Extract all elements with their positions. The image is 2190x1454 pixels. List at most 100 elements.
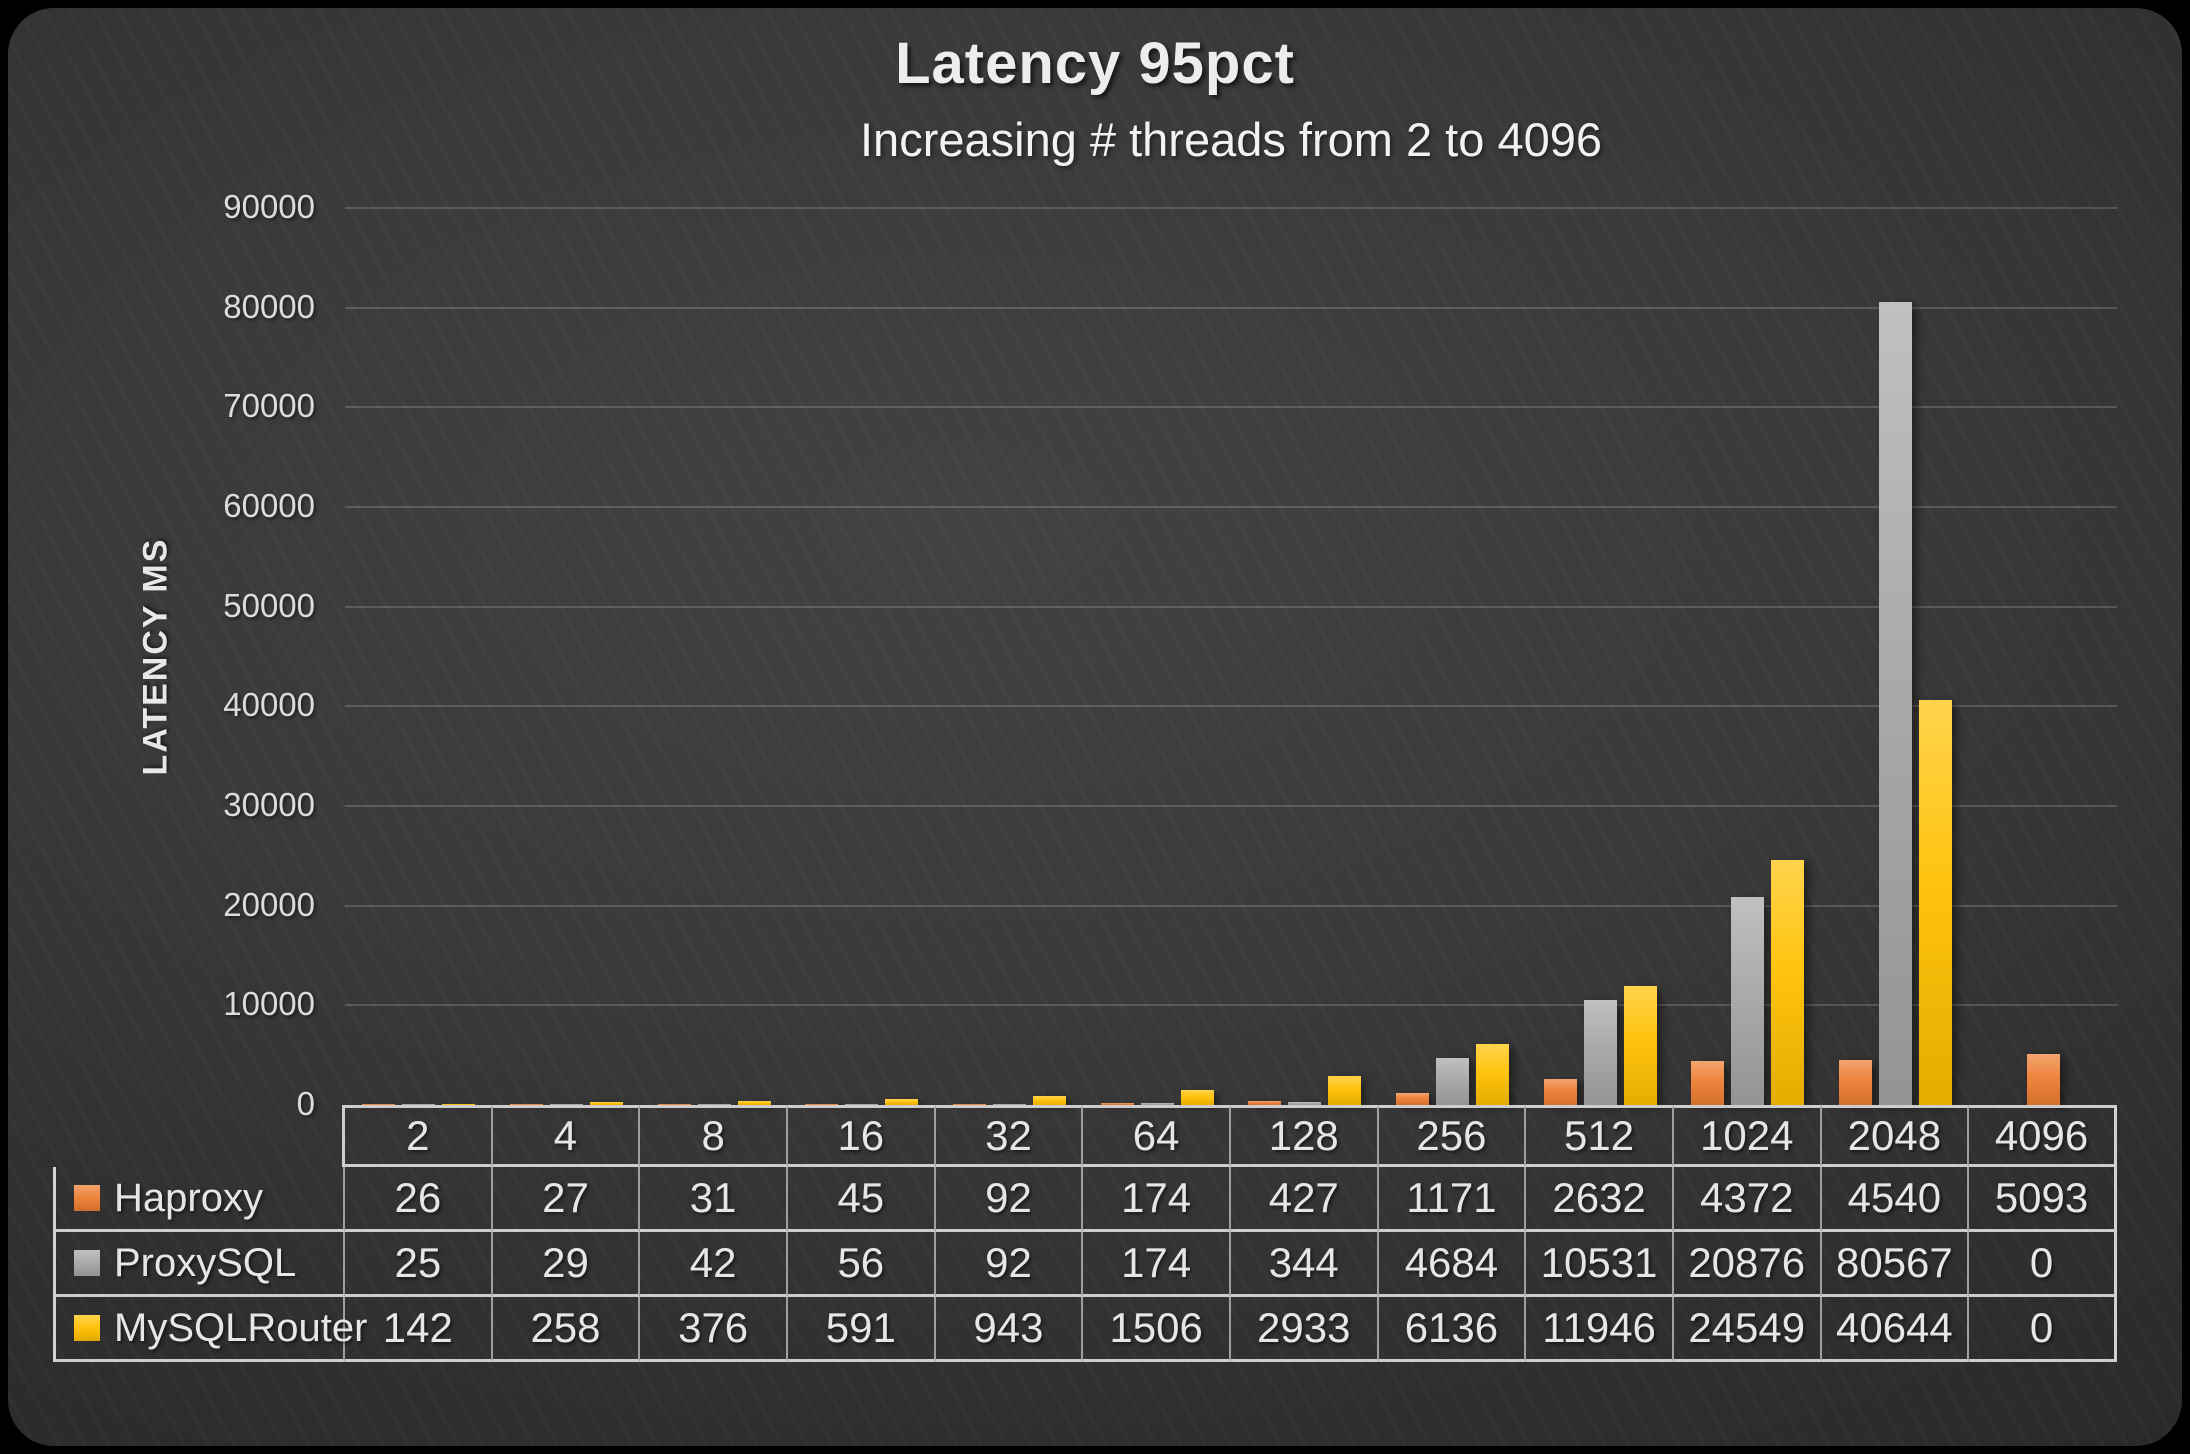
bar-group-4 — [493, 208, 641, 1105]
table-cell: 20876 — [1673, 1232, 1822, 1297]
bar-proxysql-4 — [550, 1103, 583, 1105]
table-cell: 4684 — [1378, 1232, 1527, 1297]
bar-mysqlrouter-32 — [1033, 1095, 1067, 1105]
legend-label: ProxySQL — [114, 1240, 297, 1285]
table-cell: 92 — [935, 1232, 1084, 1297]
bar-proxysql-2 — [402, 1103, 436, 1105]
table-cell: 25 — [345, 1232, 493, 1297]
y-axis-label: 80000 — [223, 287, 315, 325]
bar-mysqlrouter-8 — [737, 1101, 771, 1105]
bar-haproxy-16 — [805, 1103, 839, 1105]
gridline — [345, 904, 2117, 907]
table-header-cell: 128 — [1230, 1105, 1379, 1167]
table-cell: 4540 — [1821, 1167, 1970, 1232]
table-cell: 4372 — [1673, 1167, 1822, 1232]
bar-mysqlrouter-1024 — [1771, 860, 1805, 1105]
table-cell: 29 — [492, 1232, 641, 1297]
gridline — [345, 605, 2117, 608]
y-axis-label: 0 — [296, 1085, 315, 1122]
bar-group-512 — [1526, 208, 1674, 1105]
gridline — [345, 1004, 2117, 1007]
table-header-cell: 1024 — [1673, 1105, 1822, 1167]
y-axis-tick-labels: 0 10000 20000 30000 40000 50000 60000 70000 8000… — [8, 188, 315, 1122]
table-cell: 56 — [787, 1232, 936, 1297]
table-header-cell: 64 — [1083, 1105, 1231, 1167]
table-header-cell: 4 — [492, 1105, 641, 1167]
legend-cell-mysqlrouter: MySQLRouter — [53, 1297, 367, 1362]
table-cell: 174 — [1083, 1167, 1231, 1232]
y-axis-label: 30000 — [223, 786, 315, 823]
table-cell: 45 — [787, 1167, 936, 1232]
bar-haproxy-2 — [362, 1103, 396, 1105]
bar-proxysql-256 — [1436, 1058, 1470, 1105]
table-cell: 427 — [1230, 1167, 1379, 1232]
bar-proxysql-512 — [1583, 1000, 1617, 1105]
bar-mysqlrouter-2048 — [1919, 699, 1953, 1105]
table-cell: 27 — [492, 1167, 641, 1232]
table-cell: 80567 — [1821, 1232, 1970, 1297]
bar-group-1024 — [1674, 208, 1822, 1105]
table-cell: 42 — [640, 1232, 788, 1297]
bar-haproxy-32 — [953, 1103, 987, 1105]
bar-haproxy-512 — [1543, 1078, 1577, 1105]
table-cell: 5093 — [1969, 1167, 2117, 1232]
table-header-cell: 2048 — [1821, 1105, 1970, 1167]
bar-mysqlrouter-16 — [885, 1099, 919, 1105]
bar-mysqlrouter-128 — [1328, 1075, 1362, 1105]
chart-card: Latency 95pct Increasing # threads from … — [8, 8, 2182, 1446]
legend-label: MySQLRouter — [114, 1305, 368, 1350]
gridline — [345, 207, 2117, 209]
bar-haproxy-1024 — [1691, 1061, 1725, 1105]
legend-swatch-proxysql — [74, 1250, 100, 1276]
bar-group-8 — [640, 208, 788, 1105]
y-axis-label: 50000 — [223, 586, 315, 624]
bar-mysqlrouter-512 — [1623, 985, 1657, 1105]
bar-group-16 — [788, 208, 936, 1105]
bar-mysqlrouter-256 — [1476, 1043, 1510, 1105]
legend-swatch-haproxy — [74, 1185, 100, 1211]
bar-proxysql-16 — [845, 1103, 879, 1105]
table-cell: 174 — [1083, 1232, 1231, 1297]
y-axis-label: 40000 — [223, 686, 315, 724]
gridline — [345, 805, 2117, 807]
bar-haproxy-64 — [1100, 1103, 1134, 1105]
table-header-cell: 32 — [935, 1105, 1084, 1167]
bar-proxysql-2048 — [1879, 302, 1913, 1105]
bar-mysqlrouter-4 — [590, 1102, 623, 1105]
gridline — [345, 306, 2117, 309]
bar-proxysql-1024 — [1731, 896, 1765, 1105]
y-axis-label: 60000 — [223, 487, 315, 524]
bar-proxysql-64 — [1140, 1103, 1174, 1105]
table-header-cell: 2 — [345, 1105, 493, 1167]
bar-haproxy-8 — [657, 1103, 691, 1105]
legend-swatch-mysqlrouter — [74, 1315, 100, 1341]
table-cell: 0 — [1969, 1297, 2117, 1362]
table-cell: 258 — [492, 1297, 641, 1362]
table-cell: 376 — [640, 1297, 788, 1362]
plot-area — [345, 207, 2117, 1105]
bar-group-32 — [936, 208, 1084, 1105]
legend-label: Haproxy — [114, 1175, 263, 1220]
table-cell: 40644 — [1821, 1297, 1970, 1362]
bar-group-128 — [1231, 208, 1379, 1105]
table-cell: 26 — [345, 1167, 493, 1232]
table-corner-cell — [53, 1105, 345, 1167]
table-cell: 2933 — [1230, 1297, 1379, 1362]
bar-group-2 — [345, 208, 493, 1105]
bar-haproxy-256 — [1396, 1093, 1430, 1105]
chart-title: Latency 95pct — [895, 31, 1295, 96]
bar-haproxy-4 — [510, 1103, 543, 1105]
gridline — [345, 705, 2117, 708]
table-cell: 943 — [935, 1297, 1084, 1362]
y-axis-label: 90000 — [223, 188, 315, 225]
table-cell: 1171 — [1378, 1167, 1527, 1232]
bar-mysqlrouter-64 — [1180, 1090, 1214, 1105]
bar-groups — [345, 208, 2117, 1105]
bar-proxysql-32 — [993, 1103, 1027, 1105]
table-cell: 6136 — [1378, 1297, 1527, 1362]
table-header-cell: 16 — [787, 1105, 936, 1167]
bar-proxysql-8 — [697, 1103, 731, 1105]
table-header-cell: 8 — [640, 1105, 788, 1167]
data-table: 2 4 8 16 32 64 128 256 512 1024 2048 4096 Haproxy 26 2… — [53, 1105, 2117, 1362]
bar-proxysql-128 — [1288, 1101, 1322, 1105]
